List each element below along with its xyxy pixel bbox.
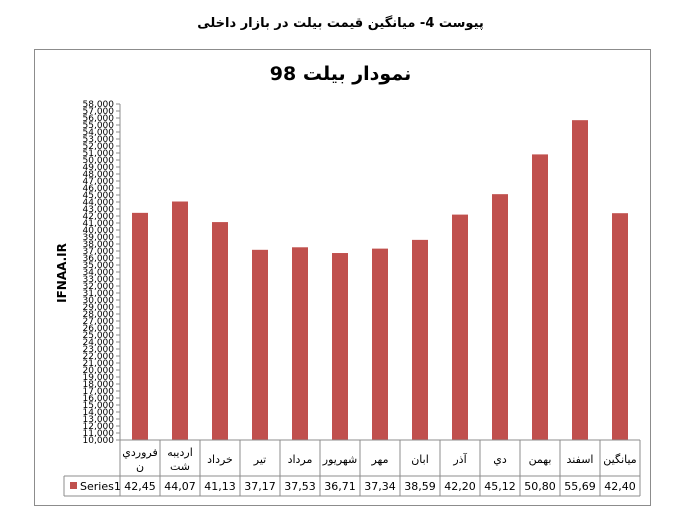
y-tick-label: 38,000 xyxy=(83,240,115,250)
y-tick-label: 18,000 xyxy=(83,380,115,390)
data-value-label: 42,40 xyxy=(604,480,636,493)
y-tick-label: 24,000 xyxy=(83,338,115,348)
y-tick-label: 50,000 xyxy=(83,156,115,166)
y-tick-label: 49,000 xyxy=(83,163,115,173)
y-tick-label: 32,000 xyxy=(83,282,115,292)
y-tick-label: 43,000 xyxy=(83,205,115,215)
data-value-label: 50,80 xyxy=(524,480,556,493)
y-tick-label: 31,000 xyxy=(83,289,115,299)
y-tick-label: 27,000 xyxy=(83,317,115,327)
data-value-label: 37,53 xyxy=(284,480,316,493)
y-tick-label: 45,000 xyxy=(83,191,115,201)
y-tick-label: 11,000 xyxy=(83,429,115,439)
bar xyxy=(612,213,628,440)
y-tick-label: 13,000 xyxy=(83,415,115,425)
bar xyxy=(372,248,388,440)
category-label: ميانگين xyxy=(603,453,637,466)
y-tick-label: 39,000 xyxy=(83,233,115,243)
y-tick-label: 36,000 xyxy=(83,254,115,264)
y-tick-label: 41,000 xyxy=(83,219,115,229)
y-tick-label: 15,000 xyxy=(83,401,115,411)
data-value-label: 55,69 xyxy=(564,480,596,493)
category-label: فروردي ن xyxy=(122,446,157,473)
data-value-label: 42,20 xyxy=(444,480,476,493)
data-value-label: 45,12 xyxy=(484,480,516,493)
bar xyxy=(532,154,548,440)
data-value-label: 36,71 xyxy=(324,480,356,493)
y-tick-label: 21,000 xyxy=(83,359,115,369)
category-label: آذر xyxy=(452,452,467,466)
bar xyxy=(452,214,468,440)
bar xyxy=(212,222,228,440)
data-value-label: 37,17 xyxy=(244,480,276,493)
bar xyxy=(332,253,348,440)
data-value-label: 42,45 xyxy=(124,480,156,493)
bar xyxy=(172,201,188,440)
category-label: بهمن xyxy=(529,453,552,466)
data-value-label: 38,59 xyxy=(404,480,436,493)
y-tick-label: 25,000 xyxy=(83,331,115,341)
y-tick-label: 54,000 xyxy=(83,128,115,138)
y-tick-label: 51,000 xyxy=(83,149,115,159)
y-tick-label: 23,000 xyxy=(83,345,115,355)
data-value-label: 37,34 xyxy=(364,480,396,493)
y-tick-label: 16,000 xyxy=(83,394,115,404)
category-label: اسفند xyxy=(567,453,594,466)
bar xyxy=(252,249,268,440)
bar xyxy=(572,120,588,441)
y-tick-label: 20,000 xyxy=(83,366,115,376)
y-tick-label: 19,000 xyxy=(83,373,115,383)
legend-key xyxy=(70,482,77,489)
y-tick-label: 35,000 xyxy=(83,261,115,271)
y-tick-label: 34,000 xyxy=(83,268,115,278)
y-tick-label: 57,000 xyxy=(83,107,115,117)
y-tick-label: 37,000 xyxy=(83,247,115,257)
y-tick-label: 47,000 xyxy=(83,177,115,187)
category-label: ابان xyxy=(411,453,429,466)
y-tick-label: 48,000 xyxy=(83,170,115,180)
y-tick-label: 53,000 xyxy=(83,135,115,145)
category-label: خرداد xyxy=(207,453,233,466)
y-tick-label: 33,000 xyxy=(83,275,115,285)
y-tick-label: 46,000 xyxy=(83,184,115,194)
y-tick-label: 52,000 xyxy=(83,142,115,152)
y-tick-label: 29,000 xyxy=(83,303,115,313)
category-label: شهريور xyxy=(322,453,357,466)
y-tick-label: 42,000 xyxy=(83,212,115,222)
category-label: مهر xyxy=(370,453,388,466)
y-tick-label: 14,000 xyxy=(83,408,115,418)
bar xyxy=(492,194,508,440)
y-tick-label: 58,000 xyxy=(83,100,115,110)
y-tick-label: 10,000 xyxy=(83,436,115,446)
y-tick-label: 40,000 xyxy=(83,226,115,236)
y-tick-label: 22,000 xyxy=(83,352,115,362)
category-label: ارديبه شت xyxy=(167,446,193,473)
document-heading: پیوست 4- میانگین قیمت بیلت در بازار داخل… xyxy=(197,16,484,31)
y-tick-label: 28,000 xyxy=(83,310,115,320)
data-value-label: 44,07 xyxy=(164,480,196,493)
category-label: مرداد xyxy=(288,453,313,466)
chart-title: نمودار بیلت 98 xyxy=(269,63,412,85)
y-tick-label: 55,000 xyxy=(83,121,115,131)
series-name: Series1 xyxy=(80,480,121,493)
y-tick-label: 44,000 xyxy=(83,198,115,208)
bar xyxy=(412,239,428,440)
y-tick-label: 30,000 xyxy=(83,296,115,306)
y-tick-label: 56,000 xyxy=(83,114,115,124)
y-tick-label: 12,000 xyxy=(83,422,115,432)
y-tick-label: 17,000 xyxy=(83,387,115,397)
data-value-label: 41,13 xyxy=(204,480,236,493)
bar xyxy=(132,212,148,440)
category-label: دي xyxy=(493,453,507,466)
bar xyxy=(292,247,308,440)
category-label: تير xyxy=(253,453,266,466)
y-tick-label: 26,000 xyxy=(83,324,115,334)
